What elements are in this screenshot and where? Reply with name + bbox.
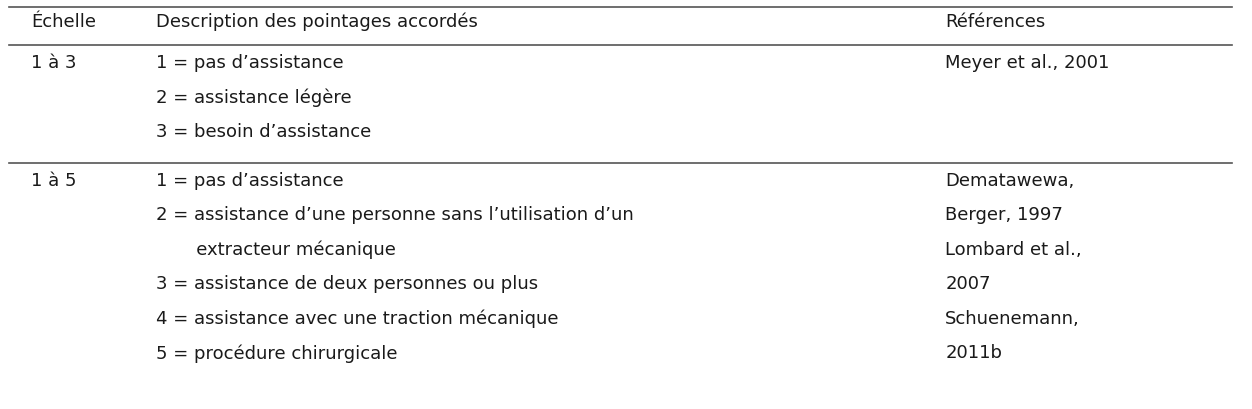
Text: 1 à 3: 1 à 3: [31, 54, 76, 72]
Text: 2011b: 2011b: [945, 344, 1003, 362]
Text: 3 = assistance de deux personnes ou plus: 3 = assistance de deux personnes ou plus: [156, 275, 538, 293]
Text: Description des pointages accordés: Description des pointages accordés: [156, 13, 478, 31]
Text: extracteur mécanique: extracteur mécanique: [156, 240, 397, 259]
Text: 1 à 5: 1 à 5: [31, 172, 76, 189]
Text: 5 = procédure chirurgicale: 5 = procédure chirurgicale: [156, 344, 398, 362]
Text: Lombard et al.,: Lombard et al.,: [945, 240, 1082, 258]
Text: 1 = pas d’assistance: 1 = pas d’assistance: [156, 172, 344, 189]
Text: Références: Références: [945, 13, 1045, 31]
Text: 2007: 2007: [945, 275, 990, 293]
Text: Échelle: Échelle: [31, 13, 96, 31]
Text: Berger, 1997: Berger, 1997: [945, 206, 1063, 224]
Text: Dematawewa,: Dematawewa,: [945, 172, 1074, 189]
Text: 4 = assistance avec une traction mécanique: 4 = assistance avec une traction mécaniq…: [156, 309, 558, 328]
Text: 2 = assistance d’une personne sans l’utilisation d’un: 2 = assistance d’une personne sans l’uti…: [156, 206, 635, 224]
Text: 1 = pas d’assistance: 1 = pas d’assistance: [156, 54, 344, 72]
Text: Schuenemann,: Schuenemann,: [945, 309, 1080, 327]
Text: 3 = besoin d’assistance: 3 = besoin d’assistance: [156, 123, 372, 141]
Text: Meyer et al., 2001: Meyer et al., 2001: [945, 54, 1109, 72]
Text: 2 = assistance légère: 2 = assistance légère: [156, 88, 352, 107]
